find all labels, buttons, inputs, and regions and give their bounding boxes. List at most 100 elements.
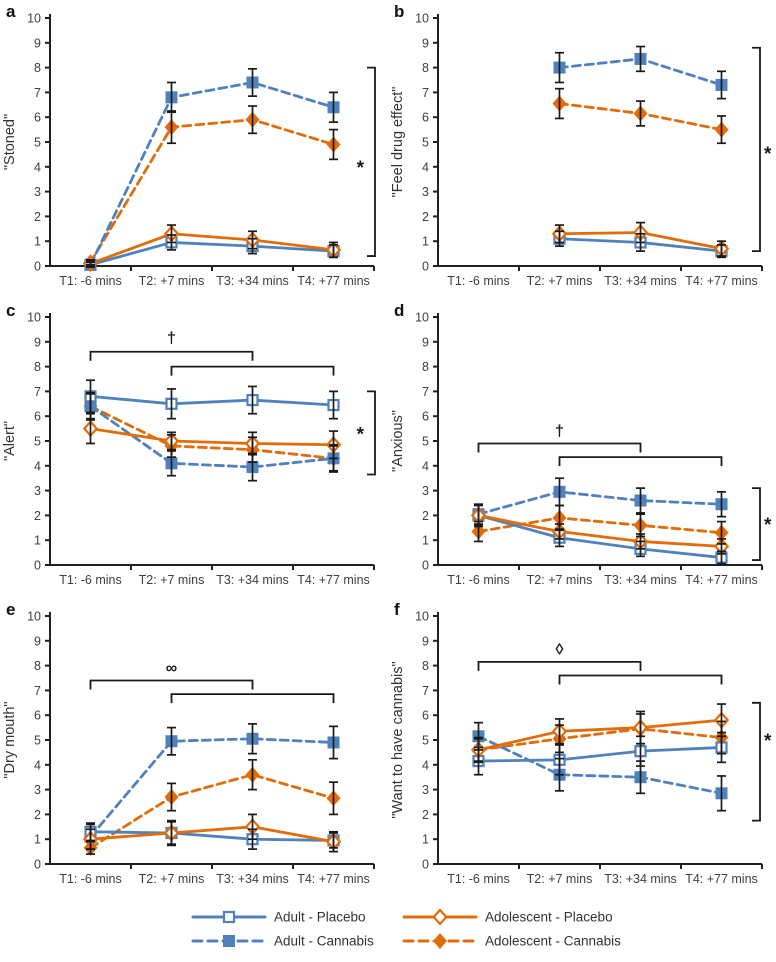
svg-text:T4: +77 mins: T4: +77 mins xyxy=(685,573,758,587)
svg-text:6: 6 xyxy=(34,410,41,424)
svg-text:6: 6 xyxy=(422,111,429,125)
svg-text:9: 9 xyxy=(34,335,41,349)
legend-label: Adolescent - Cannabis xyxy=(485,934,621,949)
x-tick-labels: T1: -6 mins T2: +7 mins T3: +34 mins T4: +7… xyxy=(447,573,758,587)
line-adolescent-placebo xyxy=(89,825,335,844)
y-tick-labels: 0 1 2 3 4 5 6 7 8 9 10 xyxy=(415,610,429,872)
panel-letter: d xyxy=(394,301,404,320)
legend-marker-adolescent-placebo xyxy=(432,908,448,926)
svg-text:T3: +34 mins: T3: +34 mins xyxy=(604,872,677,886)
svg-text:9: 9 xyxy=(422,634,429,648)
svg-text:7: 7 xyxy=(34,385,41,399)
line-adult-placebo xyxy=(89,241,335,267)
svg-text:10: 10 xyxy=(27,12,41,26)
svg-text:2: 2 xyxy=(422,509,429,523)
svg-text:2: 2 xyxy=(422,210,429,224)
panel-letter: a xyxy=(6,2,16,21)
svg-text:7: 7 xyxy=(34,86,41,100)
panel-e: e 0 1 2 3 4 5 6 7 8 9 10 T1: -6 mins T2: +7 mins T3: +… xyxy=(0,598,388,897)
significance-symbol: † xyxy=(167,330,176,347)
chart-alert: c 0 1 2 3 4 5 6 7 8 9 10 T1: -6 mins T2: +7 mins T3: +… xyxy=(2,301,376,587)
x-tick-labels: T1: -6 mins T2: +7 mins T3: +34 mins T4: +7… xyxy=(59,573,370,587)
line-adolescent-cannabis xyxy=(89,404,335,460)
svg-text:7: 7 xyxy=(34,684,41,698)
axes xyxy=(45,14,375,271)
panel-letter: f xyxy=(394,600,400,619)
significance-symbol: ∞ xyxy=(166,660,177,677)
y-tick-labels: 0 1 2 3 4 5 6 7 8 9 10 xyxy=(27,12,41,274)
svg-text:8: 8 xyxy=(34,61,41,75)
svg-text:9: 9 xyxy=(422,335,429,349)
svg-text:T3: +34 mins: T3: +34 mins xyxy=(604,573,677,587)
line-adult-cannabis xyxy=(477,734,723,795)
svg-text:0: 0 xyxy=(34,260,41,274)
svg-text:T1: -6 mins: T1: -6 mins xyxy=(59,573,122,587)
svg-text:5: 5 xyxy=(422,136,429,150)
y-tick-labels: 0 1 2 3 4 5 6 7 8 9 10 xyxy=(415,311,429,573)
svg-text:2: 2 xyxy=(422,808,429,822)
error-bars xyxy=(555,45,726,259)
svg-text:T2: +7 mins: T2: +7 mins xyxy=(527,872,593,886)
legend-marker-adolescent-cannabis xyxy=(433,933,447,949)
panel-letter: b xyxy=(394,2,404,21)
significance-bracket-right xyxy=(367,390,376,476)
chart-want-cannabis: f 0 1 2 3 4 5 6 7 8 9 10 T1: -6 mins T2: +7 mins T3: +… xyxy=(390,600,772,886)
line-adult-placebo xyxy=(89,830,335,842)
panel-a: a 0 1 2 3 4 5 6 7 8 9 10 T1: -6 mins T2: +7 mins T3: +… xyxy=(0,0,388,299)
svg-text:8: 8 xyxy=(34,659,41,673)
significance-bracket-top xyxy=(477,442,723,467)
svg-text:0: 0 xyxy=(422,858,429,872)
svg-text:3: 3 xyxy=(34,783,41,797)
x-tick-labels: T1: -6 mins T2: +7 mins T3: +34 mins T4: +7… xyxy=(59,274,370,288)
svg-text:T3: +34 mins: T3: +34 mins xyxy=(216,274,289,288)
svg-text:6: 6 xyxy=(422,709,429,723)
line-adult-cannabis xyxy=(89,81,335,267)
svg-text:4: 4 xyxy=(34,758,41,772)
svg-text:T2: +7 mins: T2: +7 mins xyxy=(527,274,593,288)
svg-text:10: 10 xyxy=(415,610,429,624)
svg-text:T3: +34 mins: T3: +34 mins xyxy=(216,573,289,587)
svg-text:6: 6 xyxy=(34,709,41,723)
svg-text:3: 3 xyxy=(34,484,41,498)
y-axis-title: "Alert" xyxy=(2,421,18,461)
legend-label: Adolescent - Placebo xyxy=(485,910,613,925)
svg-text:T3: +34 mins: T3: +34 mins xyxy=(216,872,289,886)
line-adolescent-cannabis xyxy=(477,727,723,752)
svg-text:3: 3 xyxy=(422,185,429,199)
svg-text:1: 1 xyxy=(422,235,429,249)
svg-text:7: 7 xyxy=(422,385,429,399)
svg-text:9: 9 xyxy=(422,36,429,50)
line-adult-cannabis xyxy=(89,737,335,839)
svg-text:3: 3 xyxy=(422,783,429,797)
significance-bracket-top xyxy=(477,660,723,685)
x-tick-labels: T1: -6 mins T2: +7 mins T3: +34 mins T4: +7… xyxy=(447,274,758,288)
panel-letter: e xyxy=(6,600,15,619)
svg-text:1: 1 xyxy=(34,534,41,548)
svg-text:1: 1 xyxy=(422,833,429,847)
axes xyxy=(433,14,763,271)
significance-bracket-right xyxy=(752,487,761,561)
svg-text:4: 4 xyxy=(34,160,41,174)
significance-star: * xyxy=(357,158,365,179)
panel-b: b 0 1 2 3 4 5 6 7 8 9 10 T1: -6 mins T2: +7 mins T3: +… xyxy=(388,0,776,299)
svg-text:8: 8 xyxy=(422,360,429,374)
legend-item-adult-placebo: Adult - Placebo xyxy=(191,910,366,925)
svg-text:T3: +34 mins: T3: +34 mins xyxy=(604,274,677,288)
chart-stoned: a 0 1 2 3 4 5 6 7 8 9 10 T1: -6 mins T2: +7 mins T3: +… xyxy=(2,2,376,288)
figure-panel-grid: a 0 1 2 3 4 5 6 7 8 9 10 T1: -6 mins T2: +7 mins T3: +… xyxy=(0,0,776,897)
svg-text:2: 2 xyxy=(34,509,41,523)
x-tick-labels: T1: -6 mins T2: +7 mins T3: +34 mins T4: +7… xyxy=(447,872,758,886)
panel-letter: c xyxy=(6,301,15,320)
svg-text:0: 0 xyxy=(34,559,41,573)
significance-star: * xyxy=(764,515,772,536)
svg-text:9: 9 xyxy=(34,36,41,50)
series-lines xyxy=(89,737,335,850)
svg-text:2: 2 xyxy=(34,808,41,822)
svg-text:5: 5 xyxy=(34,734,41,748)
svg-text:10: 10 xyxy=(27,610,41,624)
svg-text:T2: +7 mins: T2: +7 mins xyxy=(527,573,593,587)
svg-text:2: 2 xyxy=(34,210,41,224)
y-axis-title: "Dry mouth" xyxy=(2,701,18,778)
line-adult-placebo xyxy=(477,513,723,559)
significance-symbol: ◊ xyxy=(556,641,564,658)
